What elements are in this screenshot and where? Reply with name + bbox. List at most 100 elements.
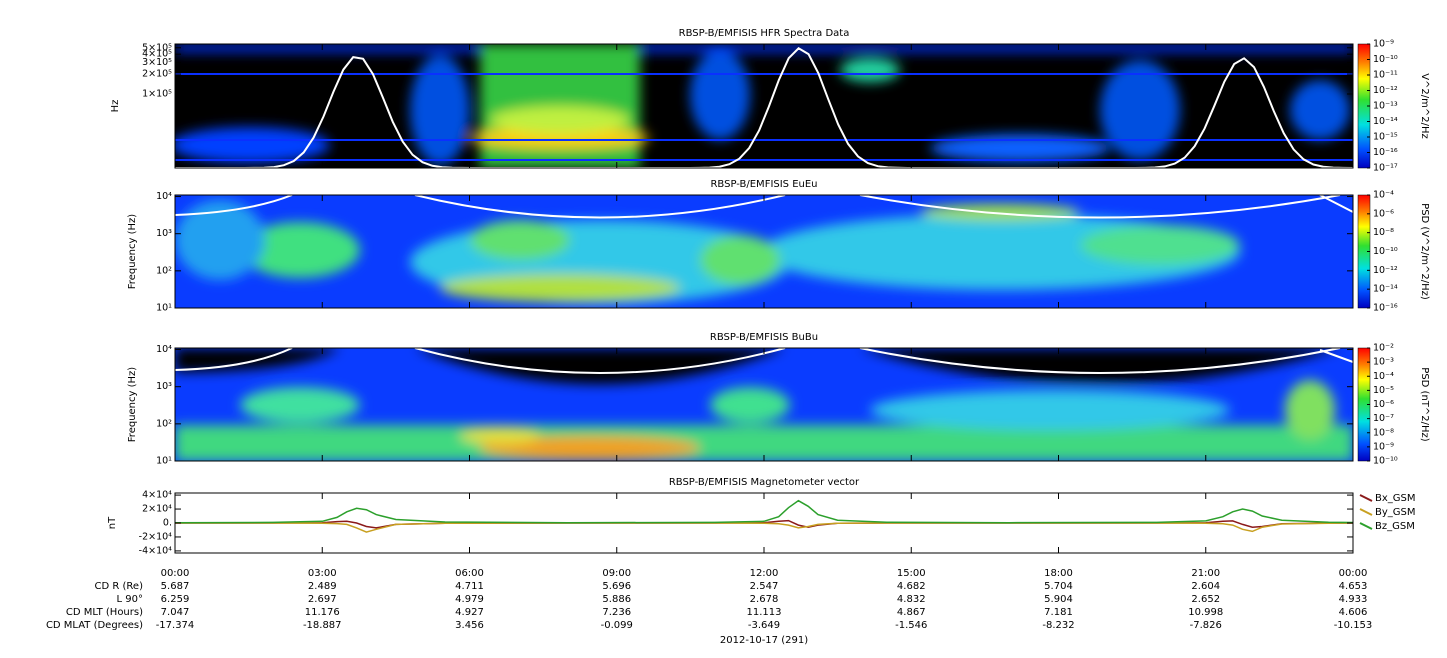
ephemeris-value: 4.653 [1339,581,1368,592]
colorbar-label: PSD (nT^2/Hz) [1419,367,1430,441]
colorbar-label: V^2/m^2/Hz [1419,73,1430,139]
y-tick-label: 0. [163,518,172,529]
spectrogram-feature [710,387,790,423]
spectrogram-feature [175,200,265,280]
spectrogram-feature [440,274,680,302]
colorbar-tick-label: 10⁻⁸ [1373,427,1394,438]
ephemeris-value: 4.682 [897,581,926,592]
spectrogram-feature [175,348,1340,384]
ephemeris-value: 6.259 [161,594,190,605]
ephemeris-value: 5.904 [1044,594,1073,605]
spectrogram-feature [470,220,570,260]
colorbar-tick-label: 10⁻¹⁰ [1373,456,1398,467]
ephemeris-value: 2.489 [308,581,337,592]
colorbar-tick-label: 10⁻¹⁵ [1373,132,1398,143]
x-tick-label: 18:00 [1044,568,1073,579]
panel-title: RBSP-B/EMFISIS Magnetometer vector [669,477,860,488]
legend-swatch [1359,508,1373,516]
spectrogram-feature [840,58,900,82]
y-tick-label: 2×10⁵ [142,69,172,80]
y-tick-label: 10³ [156,381,172,392]
plasma-frequency-curve [175,348,1353,374]
colorbar-tick-label: 10⁻⁶ [1373,399,1394,410]
y-axis-label: Frequency (Hz) [127,367,138,443]
spectrogram-feature [410,55,470,165]
ephemeris-label: CD MLT (Hours) [66,607,143,618]
ephemeris-value: 3.456 [455,620,484,631]
plasma-frequency-curve [175,195,1353,219]
plot-area [175,195,1353,308]
y-tick-label: 2×10⁴ [142,504,172,515]
spectrogram-feature [930,134,1110,162]
x-tick-label: 15:00 [897,568,926,579]
colorbar-tick-label: 10⁻¹⁰ [1373,54,1398,65]
ephemeris-value: 5.687 [161,581,190,592]
x-tick-label: 12:00 [750,568,779,579]
ephemeris-value: -10.153 [1334,620,1373,631]
legend-label: Bz_GSM [1375,521,1415,532]
y-tick-label: 1×10⁵ [142,88,172,99]
spectrogram-feature [870,390,1230,430]
spectrogram-feature [490,106,630,134]
colorbar-tick-label: 10⁻¹³ [1373,101,1398,112]
colorbar-tick-label: 10⁻⁹ [1373,441,1394,452]
spectrogram-feature [1100,60,1180,160]
y-tick-label: 10¹ [156,456,172,467]
y-tick-label: -4×10⁴ [139,545,173,556]
ephemeris-value: -17.374 [156,620,195,631]
plot-area [175,44,1353,168]
colorbar-tick-label: 10⁻² [1373,343,1394,354]
y-tick-label: 4×10⁵ [142,49,172,60]
spectrogram-feature [240,222,360,278]
colorbar-tick-label: 10⁻⁴ [1373,190,1394,201]
x-tick-label: 09:00 [602,568,631,579]
series-line [175,522,1353,533]
y-tick-label: 10⁴ [156,191,172,202]
colorbar-tick-label: 10⁻⁹ [1373,39,1394,50]
y-axis-label: nT [107,516,118,529]
y-tick-label: 5×10⁵ [142,42,172,53]
colorbar-tick-label: 10⁻⁷ [1373,413,1394,424]
spectrogram-feature [1290,80,1350,140]
colorbar-tick-label: 10⁻⁶ [1373,208,1394,219]
x-axis-label: 2012-10-17 (291) [720,635,808,646]
plot-area [175,348,1353,461]
ephemeris-value: -8.232 [1042,620,1074,631]
ephemeris-label: L 90° [117,594,143,605]
x-tick-label: 00:00 [1339,568,1368,579]
plasma-frequency-curve [175,47,1353,168]
colorbar-tick-label: 10⁻³ [1373,357,1394,368]
colorbar-tick-label: 10⁻⁵ [1373,385,1394,396]
colorbar-tick-label: 10⁻¹⁶ [1373,303,1398,314]
spectrogram-feature [480,436,700,460]
legend-label: By_GSM [1375,507,1416,518]
x-tick-label: 03:00 [308,568,337,579]
legend-swatch [1359,522,1373,530]
ephemeris-value: 5.704 [1044,581,1073,592]
y-tick-label: 10³ [156,228,172,239]
ephemeris-value: 4.711 [455,581,484,592]
ephemeris-value: 11.113 [747,607,782,618]
ephemeris-label: CD R (Re) [95,581,144,592]
ephemeris-value: 2.652 [1191,594,1220,605]
ephemeris-value: 4.867 [897,607,926,618]
ephemeris-value: 2.678 [750,594,779,605]
ephemeris-label: CD MLAT (Degrees) [46,620,143,631]
ephemeris-value: 4.933 [1339,594,1368,605]
y-tick-label: 10² [156,265,172,276]
colorbar-tick-label: 10⁻¹⁷ [1373,163,1398,174]
x-tick-label: 00:00 [161,568,190,579]
y-tick-label: 10² [156,418,172,429]
legend-label: Bx_GSM [1375,493,1416,504]
x-tick-label: 06:00 [455,568,484,579]
ephemeris-value: 2.604 [1191,581,1220,592]
legend-swatch [1359,494,1373,502]
y-tick-label: 10⁴ [156,344,172,355]
ephemeris-value: 2.697 [308,594,337,605]
colorbar-tick-label: 10⁻¹⁴ [1373,116,1398,127]
spectrogram-features [175,348,1353,461]
ephemeris-value: -18.887 [303,620,342,631]
ephemeris-value: 2.547 [750,581,779,592]
